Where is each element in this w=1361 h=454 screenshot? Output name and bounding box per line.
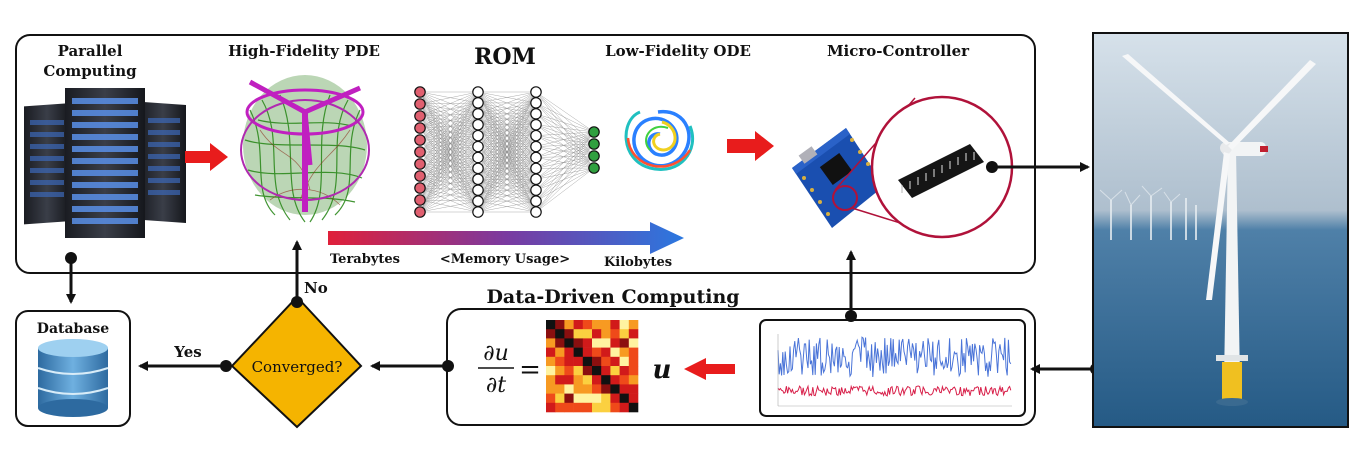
micro-controller-board-icon xyxy=(792,128,884,228)
high-fidelity-title: High-Fidelity PDE xyxy=(228,42,380,60)
neural-network-icon xyxy=(414,86,600,218)
rom-title: ROM xyxy=(474,44,536,70)
signal-plot xyxy=(777,334,1012,407)
database-box xyxy=(15,310,131,427)
ode-attractor-icon xyxy=(624,110,695,171)
chip-icon xyxy=(898,144,984,198)
wind-turbine-photo xyxy=(1092,32,1349,428)
converged-decision xyxy=(230,295,363,429)
operator-matrix-heatmap xyxy=(546,320,639,413)
zoom-source-circle xyxy=(832,185,858,211)
low-fidelity-title: Low-Fidelity ODE xyxy=(605,42,751,60)
micro-controller-title: Micro-Controller xyxy=(827,42,970,60)
memory-left-label: Terabytes xyxy=(330,252,400,267)
memory-right-label: Kilobytes xyxy=(604,255,672,270)
data-driven-title: Data-Driven Computing xyxy=(486,286,739,308)
red-arrow-icon-3 xyxy=(684,358,735,380)
memory-middle-label: <Memory Usage> xyxy=(440,252,570,267)
top-panel xyxy=(15,34,1036,274)
parallel-computing-title-line1: Parallel xyxy=(58,42,123,60)
server-rack-icon xyxy=(24,88,186,238)
parallel-computing-title-line2: Computing xyxy=(43,62,137,80)
equation-u: u xyxy=(653,355,672,385)
red-arrow-icon xyxy=(185,143,228,171)
memory-usage-arrow xyxy=(328,222,684,254)
turbine-flow-simulation-icon xyxy=(240,75,370,223)
converged-label: Converged? xyxy=(252,358,343,376)
equation-equals: = xyxy=(519,355,541,385)
database-icon xyxy=(37,339,109,417)
no-label: No xyxy=(304,279,328,297)
database-label: Database xyxy=(37,321,109,337)
red-arrow-icon-2 xyxy=(727,131,774,161)
equation-numerator: ∂u xyxy=(483,341,509,366)
equation-denominator: ∂t xyxy=(486,373,506,398)
yes-label: Yes xyxy=(173,343,201,361)
